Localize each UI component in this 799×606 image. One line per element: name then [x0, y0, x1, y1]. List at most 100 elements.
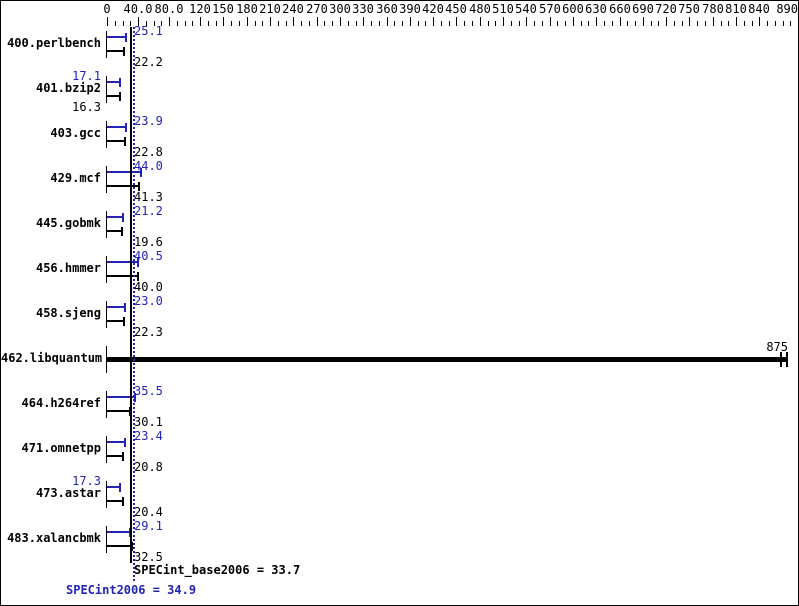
peak-bar-endcap	[122, 213, 124, 222]
axis-major-tick	[270, 17, 271, 26]
row-zero-baseline	[106, 346, 107, 373]
axis-major-tick	[713, 17, 714, 26]
axis-major-tick	[573, 17, 574, 26]
row-zero-baseline	[106, 211, 107, 238]
axis-major-tick	[503, 17, 504, 26]
row-zero-baseline	[106, 391, 107, 418]
axis-tick-label: 420	[422, 2, 444, 16]
axis-minor-tick	[130, 21, 131, 26]
axis-minor-tick	[767, 21, 768, 26]
axis-tick-label: 810	[725, 2, 747, 16]
base-value-label: 32.5	[134, 550, 163, 564]
axis-minor-tick	[154, 21, 155, 26]
row-zero-baseline	[106, 31, 107, 58]
axis-minor-tick	[472, 21, 473, 26]
base-bar-endcap	[124, 137, 126, 146]
benchmark-label: 458.sjeng	[35, 306, 101, 320]
axis-minor-tick	[115, 21, 116, 26]
peak-bar-endcap	[137, 258, 139, 267]
peak-bar	[107, 441, 125, 443]
axis-minor-tick	[635, 21, 636, 26]
axis-minor-tick	[262, 21, 263, 26]
peak-value-label: 25.1	[134, 24, 163, 38]
axis-minor-tick	[425, 21, 426, 26]
base-bar-endcap	[121, 227, 123, 236]
peak-bar	[107, 216, 123, 218]
axis-minor-tick	[612, 21, 613, 26]
axis-tick-label: 360	[376, 2, 398, 16]
peak-value-label: 40.5	[134, 249, 163, 263]
axis-major-tick	[480, 17, 481, 26]
axis-tick-label: 660	[609, 2, 631, 16]
base-bar	[107, 230, 122, 232]
base-bar	[107, 320, 124, 322]
base-value-label: 41.3	[134, 190, 163, 204]
axis-minor-tick	[674, 21, 675, 26]
axis-minor-tick	[379, 21, 380, 26]
axis-major-tick	[620, 17, 621, 26]
base-value-label: 30.1	[134, 415, 163, 429]
axis-major-tick	[293, 17, 294, 26]
base-bar-endcap	[131, 542, 133, 551]
axis-minor-tick	[604, 21, 605, 26]
axis-minor-tick	[356, 21, 357, 26]
axis-tick-label: 330	[352, 2, 374, 16]
base-mean-reference-line	[130, 27, 132, 563]
axis-major-tick	[433, 17, 434, 26]
base-bar	[107, 95, 120, 97]
axis-tick-label: 80.0	[154, 2, 184, 16]
base-bar-endcap	[137, 272, 139, 281]
axis-minor-tick	[488, 21, 489, 26]
benchmark-label: 483.xalancbmk	[7, 531, 101, 545]
axis-tick-label: 150	[212, 2, 234, 16]
peak-value-label: 17.3	[72, 474, 101, 488]
axis-tick-label: 300	[329, 2, 351, 16]
base-bar-endcap	[122, 452, 124, 461]
peak-bar	[107, 531, 130, 533]
peak-bar	[107, 81, 120, 83]
axis-minor-tick	[581, 21, 582, 26]
peak-bar	[107, 126, 126, 128]
axis-minor-tick	[542, 21, 543, 26]
peak-bar	[107, 36, 126, 38]
axis-minor-tick	[775, 21, 776, 26]
axis-tick-label: 600	[562, 2, 584, 16]
row-zero-baseline	[106, 166, 107, 193]
axis-major-tick	[363, 17, 364, 26]
axis-tick-label: 40.0	[123, 2, 153, 16]
base-bar	[107, 500, 123, 502]
base-bar	[107, 455, 123, 457]
benchmark-label: 473.astar	[35, 486, 101, 500]
base-value-label: 22.2	[134, 55, 163, 69]
axis-minor-tick	[534, 21, 535, 26]
base-bar-endcap	[122, 497, 124, 506]
axis-minor-tick	[752, 21, 753, 26]
axis-minor-tick	[651, 21, 652, 26]
axis-minor-tick	[332, 21, 333, 26]
axis-tick-label: 240	[282, 2, 304, 16]
base-bar	[107, 545, 132, 547]
base-value-label: 20.4	[134, 505, 163, 519]
axis-minor-tick	[348, 21, 349, 26]
benchmark-label: 462.libquantum	[1, 351, 103, 365]
benchmark-label: 456.hmmer	[35, 261, 101, 275]
axis-minor-tick	[394, 21, 395, 26]
peak-bar	[107, 171, 141, 173]
axis-minor-tick	[208, 21, 209, 26]
axis-minor-tick	[177, 21, 178, 26]
peak-value-label: 44.0	[134, 159, 163, 173]
base-bar-endcap	[123, 317, 125, 326]
merged-result-bar	[107, 357, 787, 362]
axis-minor-tick	[301, 21, 302, 26]
base-bar-endcap	[119, 92, 121, 101]
benchmark-label: 471.omnetpp	[21, 441, 101, 455]
axis-major-tick	[456, 17, 457, 26]
base-bar-endcap	[123, 47, 125, 56]
axis-tick-label: 890	[776, 2, 798, 16]
axis-minor-tick	[418, 21, 419, 26]
benchmark-label: 464.h264ref	[21, 396, 101, 410]
row-zero-baseline	[106, 76, 107, 103]
merged-bar-endcap-inner	[780, 352, 782, 367]
